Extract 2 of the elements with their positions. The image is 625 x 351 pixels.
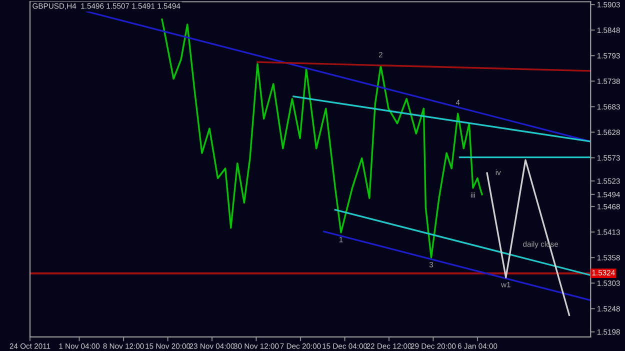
line-series: [161, 18, 483, 258]
line-series: [486, 159, 570, 316]
